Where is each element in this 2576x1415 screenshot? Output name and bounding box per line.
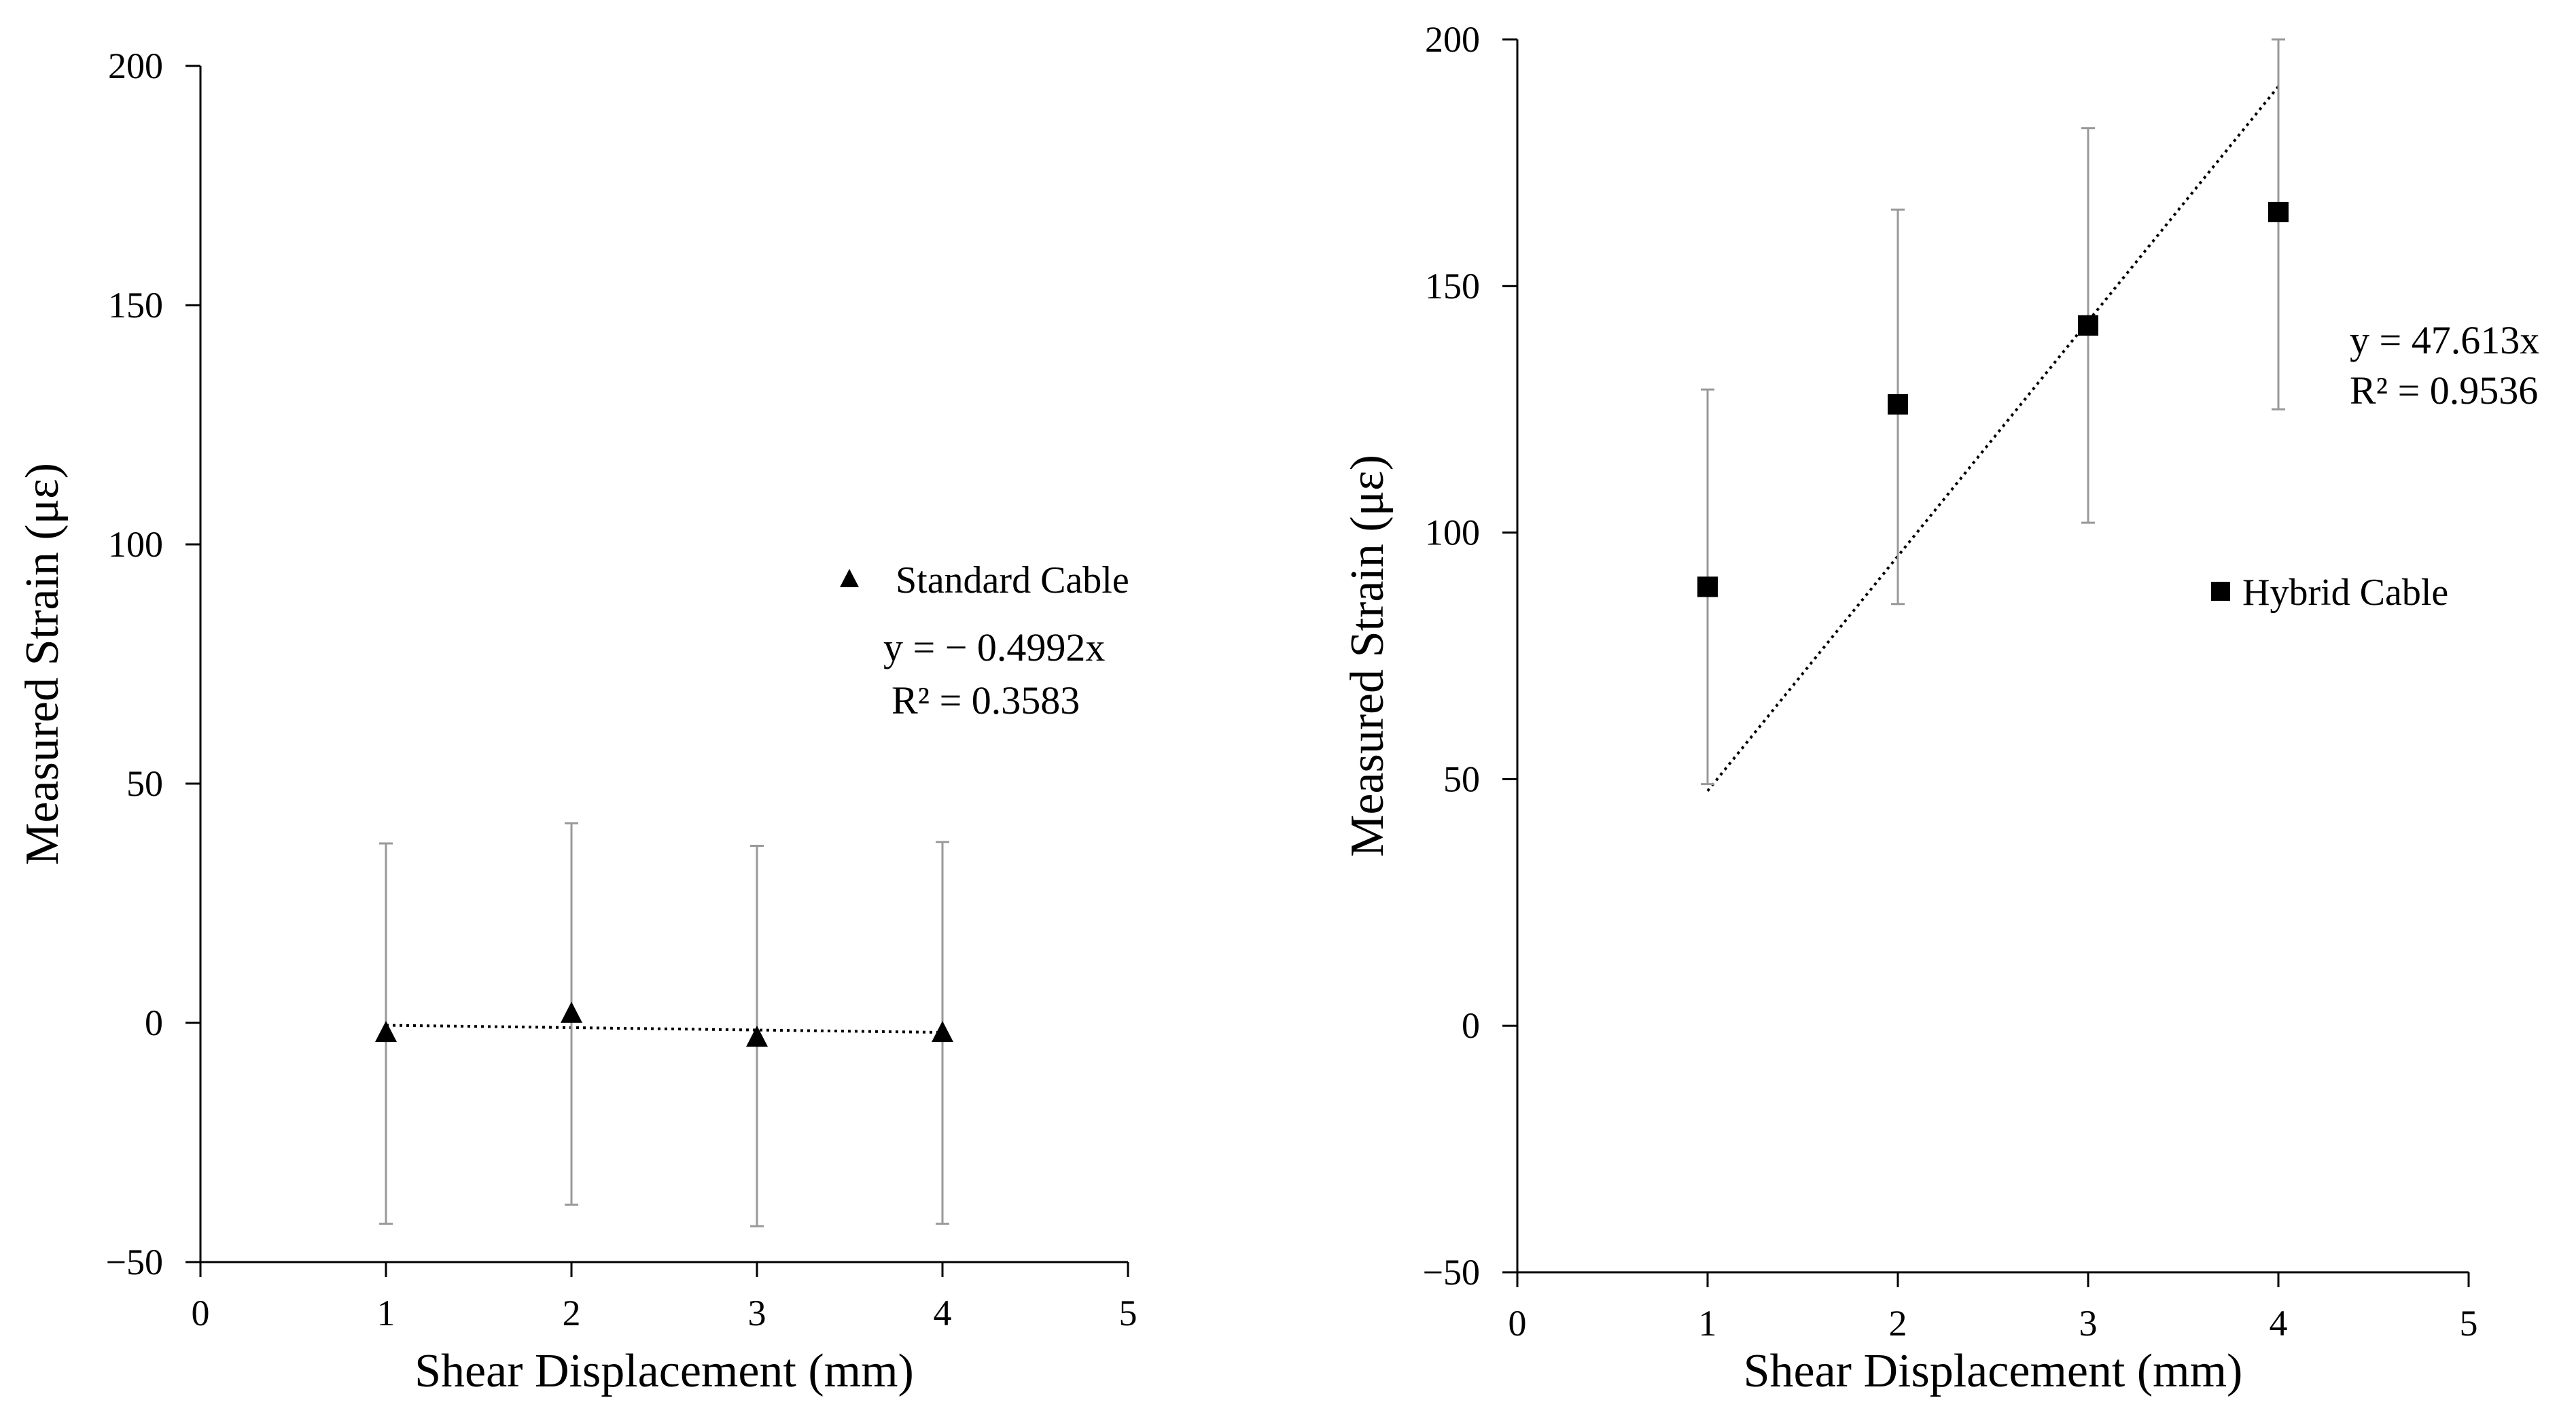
chart-standard-cable: −50 0 50 100 150 200 0 1 2 3 4 5 Shear Displacement … bbox=[16, 46, 1137, 1397]
x-tick-label: 0 bbox=[1508, 1303, 1527, 1344]
chart-hybrid-cable: −50 0 50 100 150 200 0 1 2 3 4 5 Shear Displacement … bbox=[1341, 19, 2539, 1397]
trendline-r-squared: R² = 0.3583 bbox=[892, 678, 1080, 722]
y-tick-label: 50 bbox=[126, 763, 163, 804]
y-tick-label: 100 bbox=[108, 524, 163, 565]
legend-label: Standard Cable bbox=[896, 559, 1129, 601]
y-tick-label: 200 bbox=[108, 46, 163, 86]
y-tick-label: 50 bbox=[1443, 758, 1480, 799]
x-axis-title: Shear Displacement (mm) bbox=[1744, 1345, 2243, 1397]
x-tick-label: 3 bbox=[748, 1293, 766, 1333]
trendline-equation: y = 47.613x bbox=[2350, 318, 2539, 362]
y-tick-label: 0 bbox=[145, 1002, 163, 1043]
y-tick-label: 200 bbox=[1425, 19, 1480, 60]
trendline-r-squared: R² = 0.9536 bbox=[2350, 368, 2538, 413]
data-point-square bbox=[1888, 394, 1908, 415]
x-tick-label: 4 bbox=[2270, 1303, 2288, 1344]
legend-marker bbox=[840, 569, 859, 587]
data-point-square bbox=[2268, 201, 2289, 222]
y-axis-title: Measured Strain (με) bbox=[16, 463, 69, 865]
data-point-triangle bbox=[375, 1021, 397, 1043]
legend-label: Hybrid Cable bbox=[2242, 572, 2448, 614]
data-point-triangle bbox=[932, 1021, 953, 1043]
x-tick-label: 2 bbox=[1889, 1303, 1907, 1344]
data-point-square bbox=[1697, 576, 1718, 597]
x-tick-label: 5 bbox=[1119, 1293, 1137, 1333]
x-tick-label: 1 bbox=[1699, 1303, 1717, 1344]
x-tick-label: 5 bbox=[2460, 1303, 2478, 1344]
x-tick-label: 2 bbox=[563, 1293, 581, 1333]
y-tick-label: 150 bbox=[1425, 266, 1480, 307]
trendline-equation: y = − 0.4992x bbox=[883, 625, 1105, 669]
x-tick-label: 3 bbox=[2079, 1303, 2098, 1344]
x-tick-label: 0 bbox=[192, 1293, 210, 1333]
x-tick-label: 1 bbox=[377, 1293, 395, 1333]
y-tick-label: 0 bbox=[1462, 1005, 1480, 1046]
data-point-square bbox=[2078, 315, 2098, 336]
trendline bbox=[1706, 86, 2280, 792]
trendline bbox=[385, 1024, 943, 1034]
data-point-triangle bbox=[561, 1001, 582, 1023]
y-tick-label: −50 bbox=[106, 1242, 163, 1282]
x-axis-title: Shear Displacement (mm) bbox=[414, 1345, 914, 1397]
x-tick-label: 4 bbox=[934, 1293, 952, 1333]
y-axis-title: Measured Strain (με) bbox=[1341, 455, 1394, 857]
legend-marker bbox=[2211, 582, 2230, 601]
y-tick-label: 100 bbox=[1425, 512, 1480, 553]
y-tick-label: 150 bbox=[108, 285, 163, 326]
y-tick-label: −50 bbox=[1423, 1252, 1480, 1293]
data-point-triangle bbox=[746, 1026, 768, 1047]
